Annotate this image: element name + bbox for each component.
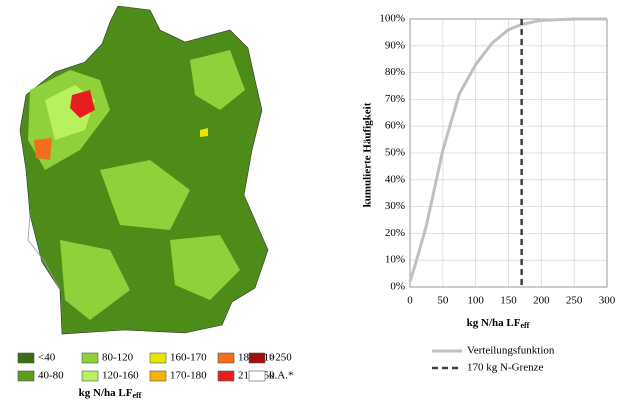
map-region bbox=[170, 235, 240, 300]
y-tick-label: 40% bbox=[385, 173, 405, 185]
germany-map bbox=[19, 5, 269, 335]
x-tick-label: 0 bbox=[407, 295, 413, 307]
label-text: kg N/ha LF bbox=[79, 387, 133, 399]
map-axis-label: kg N/ha LFeff bbox=[79, 387, 142, 400]
y-tick-label: 30% bbox=[385, 200, 405, 212]
plot: 0% 10% 20% 30% 40% 50% 60% 70% 80% 90% 100% 0 50 100 1… bbox=[379, 13, 615, 374]
label-sub: eff bbox=[520, 321, 529, 330]
legend-label: Verteilungsfunktion bbox=[467, 345, 555, 357]
legend-swatch bbox=[17, 370, 35, 382]
legend-label: 80-120 bbox=[102, 352, 134, 364]
map-hotspot bbox=[70, 90, 95, 118]
map-legend: <4040-8080-120120-160160-170170-180180-2… bbox=[17, 352, 293, 382]
x-tick-label: 100 bbox=[467, 295, 484, 307]
legend-label: >250 bbox=[269, 352, 292, 364]
y-tick-label: 100% bbox=[379, 13, 405, 25]
series-line bbox=[408, 17, 607, 283]
y-tick-label: 20% bbox=[385, 227, 405, 239]
legend-swatch bbox=[81, 370, 99, 382]
map-hotspot bbox=[200, 128, 208, 137]
legend-swatch bbox=[149, 352, 167, 364]
x-tick-label: 150 bbox=[500, 295, 517, 307]
legend-swatch bbox=[17, 352, 35, 364]
legend-label: 170-180 bbox=[170, 370, 207, 382]
x-tick-label: 200 bbox=[533, 295, 550, 307]
map-border bbox=[27, 214, 61, 291]
legend-label: 160-170 bbox=[170, 352, 207, 364]
y-tick-label: 70% bbox=[385, 93, 405, 105]
map-hotspot bbox=[34, 138, 52, 160]
y-tick-label: 80% bbox=[385, 66, 405, 78]
legend-swatch bbox=[217, 370, 235, 382]
legend-label: k.A.* bbox=[269, 370, 293, 382]
legend-swatch bbox=[248, 352, 266, 364]
map-region bbox=[190, 50, 245, 110]
legend-swatch bbox=[81, 352, 99, 364]
legend-label: <40 bbox=[38, 352, 56, 364]
legend-swatch bbox=[248, 370, 266, 382]
x-tick-label: 50 bbox=[437, 295, 449, 307]
legend-swatch bbox=[217, 352, 235, 364]
y-tick-label: 10% bbox=[385, 254, 405, 266]
plot-frame bbox=[409, 18, 608, 288]
x-tick-label: 250 bbox=[566, 295, 583, 307]
map-region bbox=[60, 240, 130, 320]
label-text: kg N/ha LF bbox=[467, 317, 521, 329]
legend-swatch bbox=[149, 370, 167, 382]
legend-label: 40-80 bbox=[38, 370, 64, 382]
y-axis-label: kumulierte Häufigkeit bbox=[362, 102, 374, 207]
map-region bbox=[100, 160, 190, 230]
legend-label: 120-160 bbox=[102, 370, 139, 382]
label-sub: eff bbox=[132, 391, 141, 400]
y-tick-label: 90% bbox=[385, 39, 405, 51]
x-axis-label: kg N/ha LFeff bbox=[467, 317, 530, 330]
y-tick-label: 60% bbox=[385, 120, 405, 132]
legend-label: 170 kg N-Grenze bbox=[467, 362, 543, 374]
x-tick-label: 300 bbox=[599, 295, 616, 307]
y-tick-label: 50% bbox=[385, 147, 405, 159]
y-tick-label: 0% bbox=[390, 281, 405, 293]
